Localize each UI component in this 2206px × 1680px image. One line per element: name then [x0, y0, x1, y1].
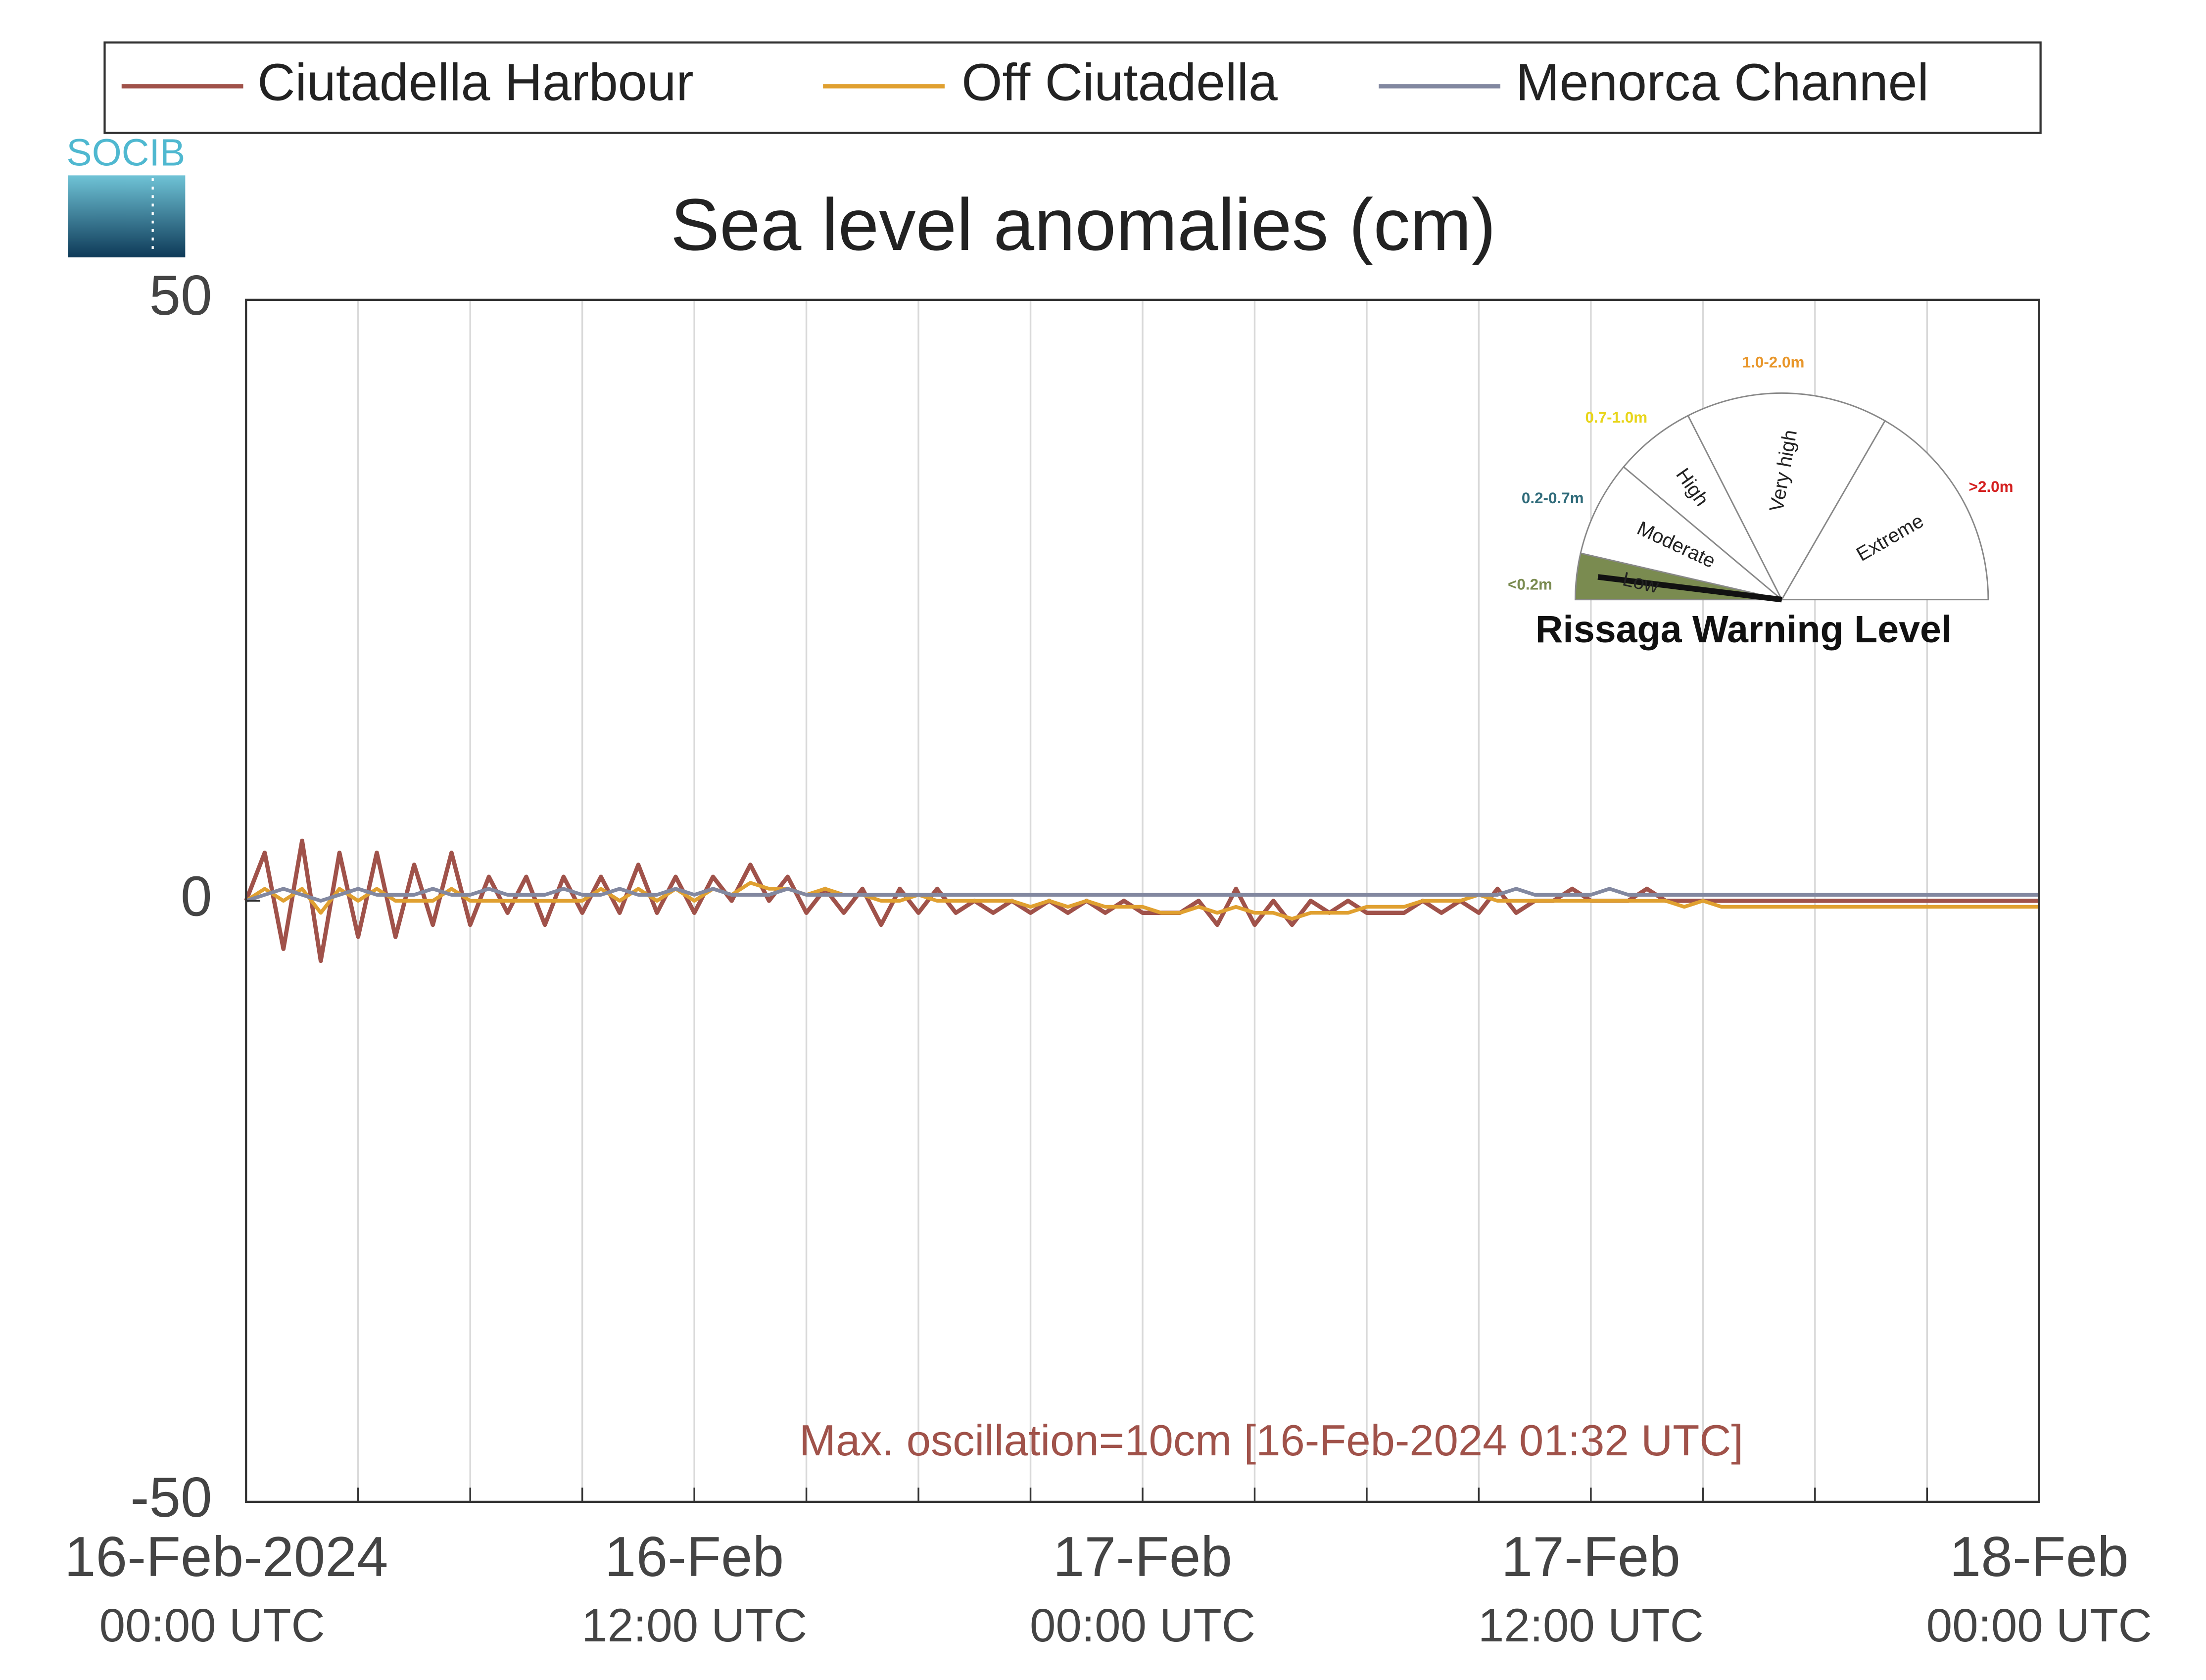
- x-tick-date: 18-Feb: [1950, 1526, 2129, 1588]
- x-tick-date: 16-Feb-2024: [64, 1526, 388, 1588]
- x-tick-date: 17-Feb: [1053, 1526, 1232, 1588]
- legend-label: Off Ciutadella: [961, 53, 1278, 111]
- x-tick-date: 16-Feb: [605, 1526, 784, 1588]
- x-tick-time: 00:00 UTC: [1030, 1599, 1255, 1651]
- gauge-needle: [1597, 574, 1782, 603]
- gauge-level-range: >2.0m: [1969, 478, 2014, 495]
- x-tick-time: 12:00 UTC: [1478, 1599, 1704, 1651]
- series-line: [245, 887, 2039, 903]
- logo-text: SOCIB: [66, 132, 185, 174]
- gauge-level-range: 1.0-2.0m: [1742, 354, 1805, 371]
- logo-image: [68, 175, 186, 258]
- gauge-sector: [1780, 420, 1989, 601]
- x-tick-time: 00:00 UTC: [1926, 1599, 2152, 1651]
- legend-box: [103, 41, 2042, 134]
- gauge-sector: [1623, 415, 1782, 600]
- gauge-level-range: 0.2-0.7m: [1522, 489, 1584, 507]
- series-line: [244, 838, 2039, 963]
- y-tick-label: -50: [130, 1466, 212, 1529]
- gauge-level-range: <0.2m: [1508, 576, 1552, 593]
- chart-title: Sea level anomalies (cm): [671, 184, 1496, 266]
- legend-label: Ciutadella Harbour: [257, 53, 693, 111]
- gauge-sector: [1687, 392, 1886, 601]
- legend-label: Menorca Channel: [1516, 53, 1929, 111]
- x-tick-date: 17-Feb: [1501, 1526, 1680, 1588]
- y-tick-label: 50: [149, 264, 212, 327]
- gauge-sector: [1580, 466, 1782, 601]
- y-tick-label: 0: [181, 865, 212, 928]
- series-line: [245, 881, 2039, 921]
- gauge-title: Rissaga Warning Level: [1535, 608, 1952, 651]
- x-tick-time: 00:00 UTC: [99, 1599, 325, 1651]
- gauge-level-range: 0.7-1.0m: [1585, 409, 1647, 426]
- annotation: Max. oscillation=10cm [16-Feb-2024 01:32…: [799, 1416, 1743, 1465]
- x-tick-time: 12:00 UTC: [581, 1599, 807, 1651]
